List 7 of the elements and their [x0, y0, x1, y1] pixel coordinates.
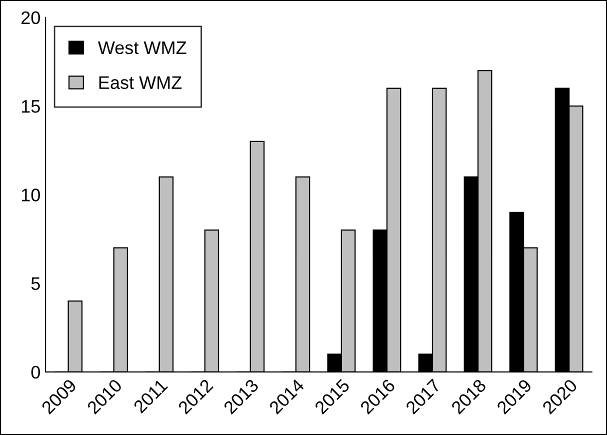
y-tick-label: 15 [22, 100, 40, 113]
y-tick-label: 10 [22, 188, 40, 202]
y-tick-label: 20 [21, 11, 40, 24]
legend-label: East WMZ [99, 76, 182, 90]
y-tick-label: 5 [31, 277, 40, 290]
y-tick-label: 0 [31, 366, 40, 379]
legend-label: West WMZ [98, 42, 186, 54]
